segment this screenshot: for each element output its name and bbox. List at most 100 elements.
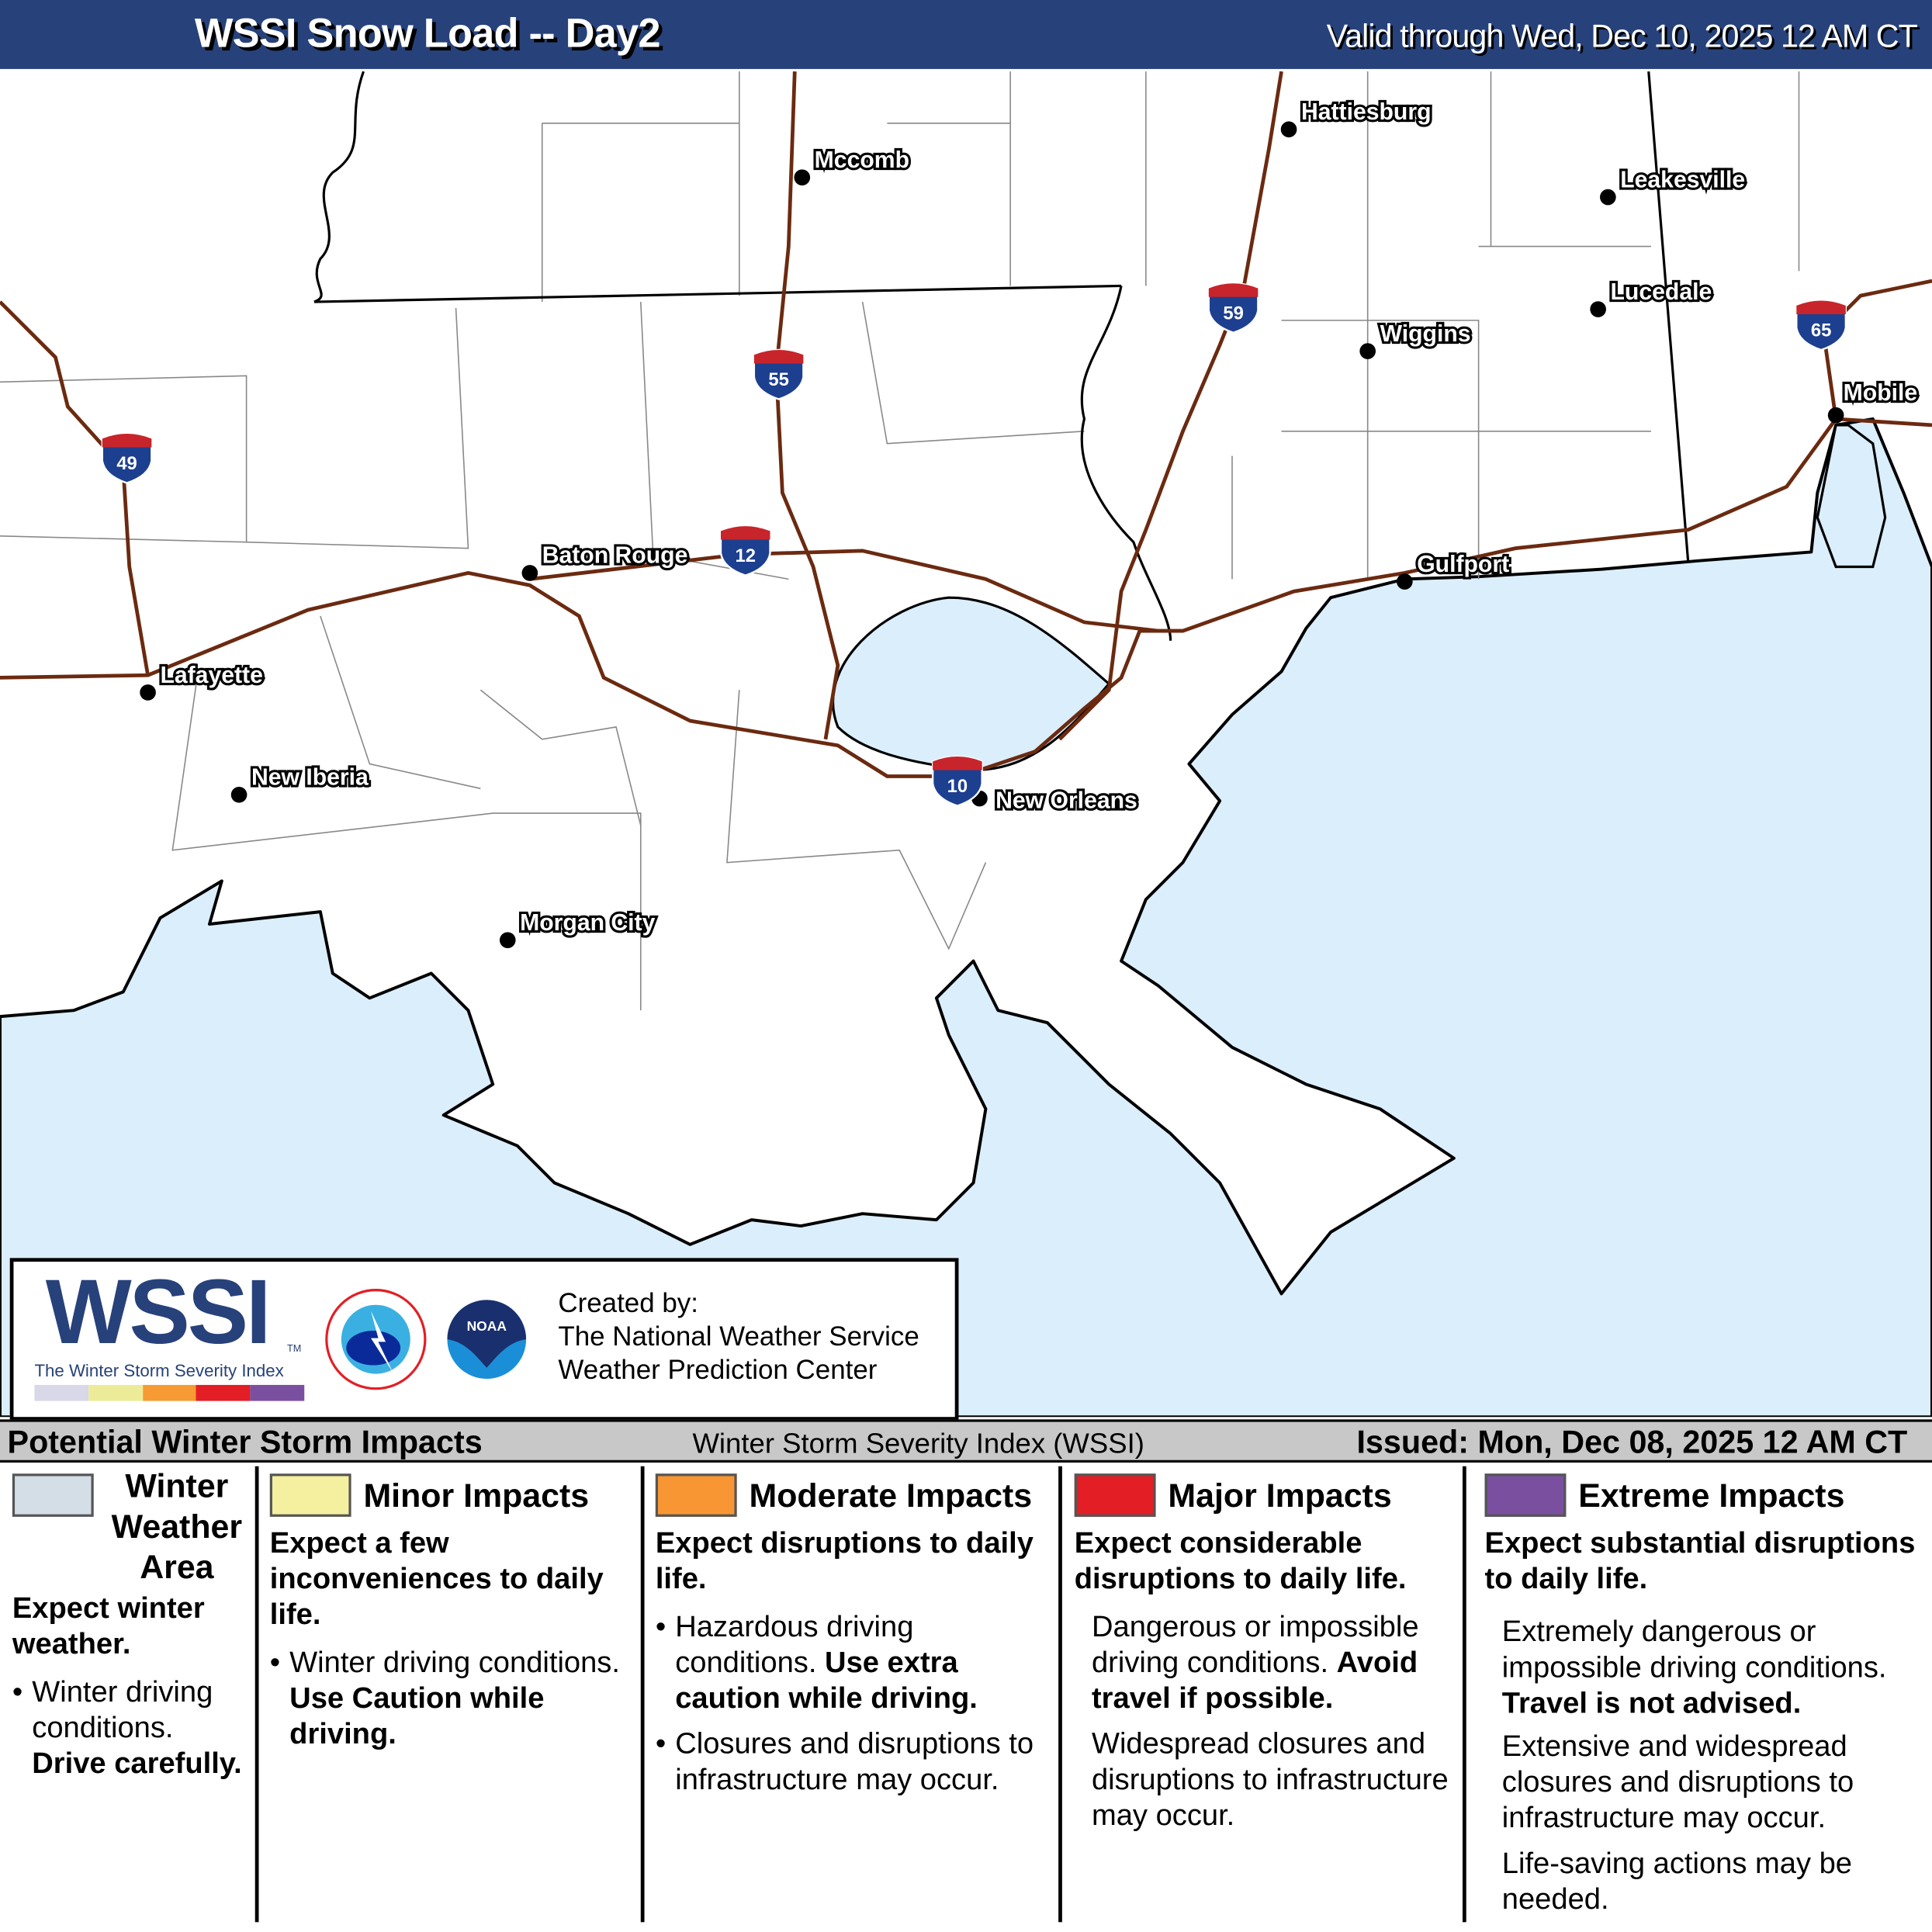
legend-title-minor: Minor Impacts [363, 1477, 590, 1515]
svg-text:65: 65 [1811, 320, 1831, 341]
map-title: WSSI Snow Load -- Day2 [194, 9, 661, 56]
city-dot [140, 684, 156, 701]
svg-text:59: 59 [1223, 303, 1244, 324]
nws-logo-icon [325, 1289, 427, 1390]
cities: Hattiesburg Mccomb Leakesville Lucedale Wigg… [140, 97, 1920, 948]
issued-time: Issued: Mon, Dec 08, 2025 12 AM CT [1356, 1423, 1908, 1460]
interstate-shield-55: 55 [753, 348, 805, 400]
legend-text: Dangerous or impossible driving conditio… [1092, 1609, 1459, 1716]
legend-winter-weather-area: Winter Weather Area Expect winter weathe… [12, 1466, 254, 1923]
swatch-major [1074, 1473, 1156, 1517]
credit-nws: The National Weather Service [558, 1321, 919, 1352]
legend-title-extreme: Extreme Impacts [1578, 1477, 1845, 1515]
legend-title-major: Major Impacts [1168, 1477, 1392, 1515]
bullet-bold: Drive carefully. [32, 1747, 242, 1781]
svg-text:10: 10 [947, 776, 968, 797]
svg-text:12: 12 [735, 545, 756, 566]
city-label: Wiggins [1380, 321, 1471, 347]
legend-text: Life-saving actions may be needed. [1501, 1847, 1853, 1916]
bullet-bold: Use extra caution while driving. [675, 1646, 978, 1716]
legend-text: Widespread closures and disruptions to i… [1091, 1727, 1449, 1833]
city-label: Gulfport [1417, 552, 1509, 577]
legend-header: Potential Winter Storm Impacts Winter St… [0, 1419, 1932, 1463]
legend-body: Dangerous or impossible driving conditio… [1091, 1610, 1419, 1680]
legend-text: Extremely dangerous or impossible drivin… [1502, 1614, 1928, 1721]
legend-moderate-impacts: Moderate Impacts Expect disruptions to d… [655, 1466, 1052, 1923]
legend-minor-impacts: Minor Impacts Expect a few inconvenience… [269, 1466, 637, 1923]
mobile-bay [1816, 424, 1887, 569]
bullet-text: Winter driving conditions. [289, 1646, 620, 1680]
swatch-minor [269, 1473, 351, 1517]
interstate-shield-49: 49 [101, 432, 153, 484]
map: Hattiesburg Mccomb Leakesville Lucedale Wigg… [0, 68, 1932, 1418]
divider [254, 1466, 259, 1923]
city-label: Lucedale [1611, 279, 1712, 305]
valid-time: Valid through Wed, Dec 10, 2025 12 AM CT [1326, 17, 1918, 54]
logo-panel: WSSI TM The Winter Storm Severity Index … [9, 1258, 959, 1421]
state-borders [313, 71, 1690, 641]
bullet-bold: Use Caution while driving. [289, 1681, 545, 1751]
city-label: Leakesville [1620, 167, 1745, 192]
city-dot [230, 786, 248, 803]
legend-lead: Expect considerable disruptions to daily… [1074, 1526, 1407, 1596]
gulf-water [0, 417, 1932, 1418]
trademark: TM [287, 1342, 302, 1355]
legend-bullet: Hazardous driving conditions. Use extra … [656, 1609, 1052, 1716]
city-dot [1397, 573, 1413, 590]
noaa-logo-icon: NOAA [437, 1290, 536, 1389]
wssi-color-bar [34, 1384, 305, 1401]
legend-bold: Avoid travel if possible. [1091, 1646, 1418, 1716]
interstate-shield-65: 65 [1795, 299, 1847, 351]
credits: Created by: The National Weather Service… [558, 1286, 919, 1387]
divider [1058, 1466, 1062, 1923]
city-label: Mccomb [815, 147, 909, 173]
nws-noaa-logos: NOAA [325, 1289, 536, 1390]
legend-title-moderate: Moderate Impacts [749, 1477, 1033, 1515]
swatch-winter-weather [12, 1473, 94, 1517]
legend-body: Extremely dangerous or impossible drivin… [1501, 1615, 1887, 1684]
svg-text:NOAA: NOAA [467, 1318, 507, 1334]
divider [640, 1466, 645, 1923]
city-dot [1827, 407, 1844, 424]
city-dot [499, 932, 516, 948]
wssi-subtitle: The Winter Storm Severity Index [34, 1360, 284, 1380]
city-dot [1280, 121, 1297, 138]
wssi-logo: WSSI [45, 1260, 272, 1363]
divider [1462, 1466, 1466, 1923]
i-12-road [529, 549, 1159, 633]
city-dot [1590, 301, 1606, 317]
bullet-text: Winter driving conditions. [32, 1675, 213, 1745]
city-label: Morgan City [520, 910, 655, 936]
interstate-shield-12: 12 [719, 525, 771, 576]
svg-text:49: 49 [116, 453, 137, 474]
city-dot [794, 169, 811, 185]
legend-text: Extensive and widespread closures and di… [1501, 1729, 1854, 1835]
legend-title: Potential Winter Storm Impacts [7, 1423, 483, 1460]
legend-lead: Expect disruptions to daily life. [655, 1526, 1034, 1596]
legend-lead: Expect substantial disruptions to daily … [1484, 1526, 1916, 1596]
swatch-extreme [1484, 1473, 1567, 1517]
legend-index-name: Winter Storm Severity Index (WSSI) [692, 1426, 1144, 1459]
legend-lead: Expect a few inconveniences to daily lif… [269, 1526, 604, 1632]
city-dot [521, 565, 538, 581]
city-label: Mobile [1844, 380, 1918, 406]
city-label: Lafayette [160, 663, 262, 688]
credit-label: Created by: [558, 1287, 698, 1319]
interstate-shield-59: 59 [1207, 282, 1259, 334]
city-dot [1600, 189, 1616, 206]
i-49-road [0, 300, 150, 676]
legend-title-winter: Winter Weather Area [111, 1467, 243, 1586]
legend-extreme-impacts: Extreme Impacts Expect substantial disru… [1484, 1466, 1929, 1923]
credit-wpc: Weather Prediction Center [558, 1354, 878, 1385]
legend-lead: Expect winter weather. [12, 1591, 205, 1661]
header: WSSI Snow Load -- Day2 Valid through Wed… [0, 0, 1932, 69]
city-dot [1359, 343, 1376, 359]
legend-major-impacts: Major Impacts Expect considerable disrup… [1074, 1466, 1459, 1923]
interstate-shields: 49 55 12 59 65 10 [101, 282, 1847, 807]
parish-county-lines [0, 71, 1800, 1011]
city-label: Baton Rouge [542, 543, 688, 569]
legend-bold: Travel is not advised. [1501, 1686, 1802, 1720]
city-label: Hattiesburg [1301, 99, 1432, 125]
swatch-moderate [655, 1473, 737, 1517]
